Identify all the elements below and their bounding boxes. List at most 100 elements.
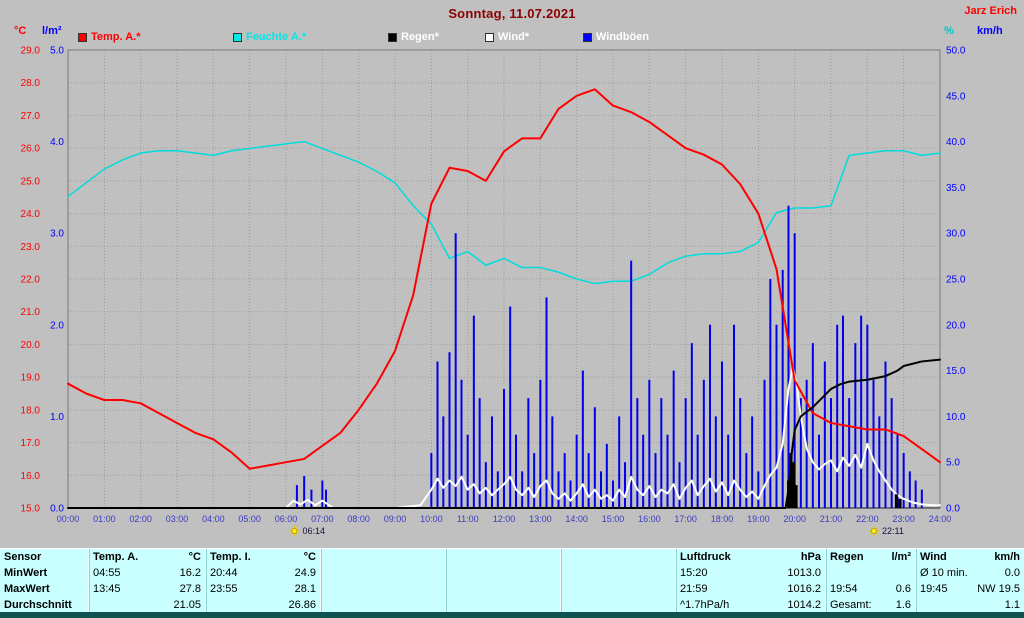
series-wind-line <box>67 366 941 509</box>
time-tick-label: 00:00 <box>57 514 80 524</box>
rain-tick-label: 5.0 <box>50 46 64 57</box>
table-cell-r3-c6 <box>445 597 560 613</box>
sun-icon <box>296 532 299 535</box>
table-cell-r3-c1 <box>88 597 150 613</box>
table-cell-r0-c4: °C <box>303 551 316 563</box>
temp-tick-label: 29.0 <box>21 46 41 57</box>
windspeed-tick-label: 45.0 <box>946 91 966 102</box>
table-cell-r3-c0: Durchschnitt <box>4 599 72 611</box>
legend-item-feuchte-a: Feuchte A.* <box>233 31 388 43</box>
table-cell-r1-c11 <box>875 565 915 581</box>
windspeed-tick-label: 15.0 <box>946 366 966 377</box>
table-cell-r0-c11: l/m² <box>891 551 911 563</box>
windspeed-tick-label: 5.0 <box>946 458 960 469</box>
rain-tick-label: 4.0 <box>50 137 64 148</box>
time-tick-label: 02:00 <box>129 514 152 524</box>
temp-tick-label: 16.0 <box>21 471 41 482</box>
table-cell-r3-c3 <box>205 597 265 613</box>
table-cell-r0-c10: Regen <box>825 549 875 565</box>
windspeed-tick-label: 10.0 <box>946 412 966 423</box>
table-cell-r1-c7 <box>560 565 675 581</box>
rain-tick-label: 2.0 <box>50 320 64 331</box>
series-feuchte_a-line <box>67 140 941 285</box>
sun-icon <box>871 528 877 534</box>
table-cell-r2-c7 <box>560 581 675 597</box>
temp-tick-label: 23.0 <box>21 242 41 253</box>
table-cell-r2-c3: 23:55 <box>205 581 265 597</box>
temp-tick-label: 22.0 <box>21 275 41 286</box>
weather-chart: 29.0 28.0 27.0 26.0 25.0 24.0 23.0 22.0 21.0 20.0… <box>21 46 966 537</box>
legend-label-feuchte-a: Feuchte A.* <box>246 31 307 43</box>
rain-tick-label: 0.0 <box>50 504 64 515</box>
table-cell-r0-c7 <box>560 549 675 565</box>
table-cell-r0-c8: Luftdruck <box>675 549 760 565</box>
table-cell-r0-c5 <box>320 549 445 565</box>
temp-tick-label: 25.0 <box>21 176 41 187</box>
table-cell-r0-c9: hPa <box>800 551 821 563</box>
table-cell-r2-c4: 28.1 <box>294 583 316 595</box>
sun-time-label: 22:11 <box>882 526 904 536</box>
table-cell-r2-c1: 13:45 <box>88 581 150 597</box>
windspeed-tick-label: 20.0 <box>946 320 966 331</box>
table-cell-r1-c5 <box>320 565 445 581</box>
sun-icon <box>290 527 293 530</box>
legend-item-regen: Regen* <box>388 31 485 43</box>
time-tick-label: 04:00 <box>202 514 225 524</box>
legend-item-wind: Wind* <box>485 31 583 43</box>
sun-icon <box>870 532 873 535</box>
table-cell-r1-c0: MinWert <box>4 567 48 579</box>
time-tick-label: 22:00 <box>856 514 879 524</box>
table-cell-r2-c0: MaxWert <box>4 583 50 595</box>
legend-item-windboeen: Windböen <box>583 31 649 43</box>
legend-item-temp-a: Temp. A.* <box>78 31 233 43</box>
temp-tick-label: 17.0 <box>21 438 41 449</box>
series-regen_summe-line <box>67 358 941 509</box>
time-tick-label: 20:00 <box>783 514 806 524</box>
table-cell-r3-c5 <box>320 597 445 613</box>
time-tick-label: 08:00 <box>347 514 370 524</box>
table-cell-r2-c5 <box>320 581 445 597</box>
axis-unit-windspeed: km/h <box>977 25 1003 37</box>
sun-icon <box>290 532 293 535</box>
time-tick-label: 10:00 <box>420 514 443 524</box>
temp-tick-label: 20.0 <box>21 340 41 351</box>
windspeed-tick-label: 0.0 <box>946 504 960 515</box>
table-cell-r1-c13: 0.0 <box>1004 567 1020 579</box>
bottom-status-bar <box>0 612 1024 618</box>
time-tick-label: 23:00 <box>892 514 915 524</box>
time-tick-label: 19:00 <box>747 514 770 524</box>
legend-label-regen: Regen* <box>401 31 439 43</box>
temp-tick-label: 26.0 <box>21 144 41 155</box>
sun-icon <box>291 528 298 534</box>
table-cell-r0-c12: Wind <box>915 549 972 565</box>
table-cell-r1-c2: 16.2 <box>179 567 201 579</box>
legend-label-windboeen: Windböen <box>596 31 650 43</box>
table-cell-r1-c8: 15:20 <box>675 565 760 581</box>
axis-unit-rain: l/m² <box>42 25 62 37</box>
page-title: Sonntag, 11.07.2021 <box>448 6 576 21</box>
windboeen-swatch-icon <box>583 32 592 42</box>
table-cell-r1-c10 <box>825 565 875 581</box>
axis-unit-humidity: % <box>944 25 954 37</box>
temp-a-swatch-icon <box>78 32 87 42</box>
windspeed-tick-label: 25.0 <box>946 275 966 286</box>
time-tick-label: 18:00 <box>711 514 734 524</box>
table-cell-r0-c13: km/h <box>994 551 1020 563</box>
table-cell-r1-c12: Ø 10 min. <box>915 565 972 581</box>
table-cell-r3-c8: ^1.7hPa/h <box>675 597 760 613</box>
table-cell-r3-c2: 21.05 <box>173 599 201 611</box>
table-cell-r2-c8: 21:59 <box>675 581 760 597</box>
table-cell-r1-c6 <box>445 565 560 581</box>
table-cell-r2-c9: 1016.2 <box>787 583 821 595</box>
table-cell-r0-c1: Temp. A. <box>88 549 150 565</box>
wind-swatch-icon <box>485 32 494 42</box>
table-cell-r0-c0: Sensor <box>4 551 42 563</box>
station-name: Jarz Erich <box>964 5 1017 17</box>
windspeed-tick-label: 40.0 <box>946 137 966 148</box>
table-cell-r2-c11: 0.6 <box>895 583 911 595</box>
table-cell-r2-c10: 19:54 <box>825 581 875 597</box>
regen-swatch-icon <box>388 32 397 42</box>
chart-legend: Temp. A.* Feuchte A.* Regen* Wind* Windb… <box>78 30 649 44</box>
temp-tick-label: 15.0 <box>21 504 41 515</box>
time-tick-label: 21:00 <box>820 514 843 524</box>
